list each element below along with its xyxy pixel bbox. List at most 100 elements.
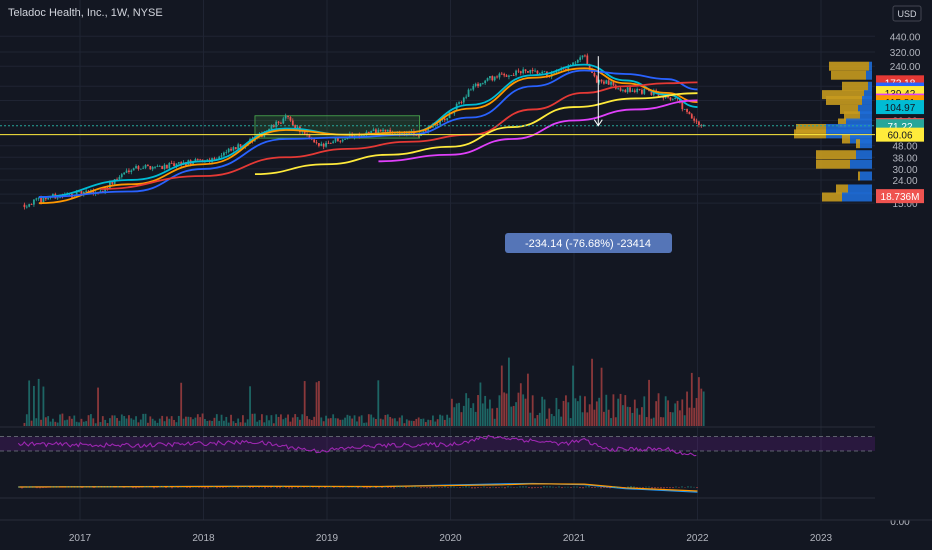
volume-bar: [567, 402, 570, 426]
macd-histogram-bar: [264, 487, 266, 489]
macd-histogram-bar: [48, 487, 50, 488]
volume-bar: [144, 413, 147, 426]
volume-profile-up: [850, 134, 872, 144]
volume-bar: [652, 417, 655, 426]
macd-histogram-bar: [261, 486, 263, 488]
macd-histogram-bar: [231, 486, 233, 488]
volume-bar: [101, 416, 104, 426]
macd-histogram-bar: [543, 486, 545, 488]
volume-bar: [700, 388, 703, 426]
macd-histogram-bar: [237, 487, 239, 489]
macd-histogram-bar: [258, 487, 260, 488]
candle-body: [44, 197, 47, 200]
macd-histogram-bar: [465, 486, 467, 488]
candle-body: [132, 168, 135, 171]
macd-histogram-bar: [21, 487, 23, 489]
volume-bar: [474, 411, 477, 426]
volume-bar: [299, 419, 301, 426]
volume-bar: [291, 417, 294, 426]
candle-body: [367, 131, 370, 134]
time-tick-label: 2022: [686, 533, 709, 544]
macd-histogram-bar: [111, 486, 113, 488]
currency-badge-box[interactable]: [892, 5, 922, 22]
volume-bar: [591, 358, 593, 426]
candle-body: [177, 162, 180, 164]
macd-histogram-bar: [84, 486, 86, 488]
volume-bar: [679, 410, 681, 426]
volume-bar: [56, 422, 59, 426]
candle-body: [586, 55, 589, 65]
macd-histogram-bar: [162, 486, 164, 488]
volume-bar: [237, 418, 240, 426]
volume-bar: [28, 380, 31, 426]
candle-body: [301, 131, 304, 133]
volume-bar: [82, 421, 85, 426]
volume-bar: [657, 393, 660, 426]
volume-bar: [408, 420, 411, 426]
volume-bar: [595, 401, 598, 426]
volume-bar: [365, 422, 368, 426]
candle-body: [595, 76, 598, 83]
volume-bar: [531, 395, 534, 426]
macd-histogram-bar: [486, 487, 488, 488]
candle-body: [619, 88, 622, 91]
macd-histogram-bar: [210, 486, 212, 488]
candle-body: [465, 96, 468, 98]
volume-bar: [600, 367, 603, 426]
volume-bar: [586, 412, 589, 426]
candle-body: [671, 99, 674, 100]
volume-bar: [688, 407, 691, 426]
volume-bar: [63, 420, 66, 426]
macd-histogram-bar: [672, 487, 674, 489]
candle-body: [470, 89, 472, 91]
macd-histogram-bar: [639, 486, 641, 488]
macd-histogram-bar: [417, 486, 419, 488]
volume-bar: [524, 398, 527, 426]
volume-bar: [308, 419, 311, 426]
macd-histogram-bar: [306, 486, 308, 488]
macd-histogram-bar: [81, 487, 83, 488]
volume-bar: [439, 414, 441, 426]
candle-body: [565, 69, 567, 70]
candle-body: [125, 170, 128, 173]
macd-histogram-bar: [249, 487, 251, 489]
rsi-line: [17, 434, 697, 457]
volume-bar: [225, 416, 228, 426]
volume-bar: [481, 403, 484, 426]
macd-histogram-bar: [690, 486, 692, 488]
volume-bar: [517, 392, 520, 426]
volume-bar: [90, 414, 92, 426]
candle-body: [524, 69, 527, 72]
volume-bar: [258, 420, 261, 426]
candle-body: [527, 71, 529, 73]
macd-histogram-bar: [309, 486, 311, 488]
volume-bar: [372, 417, 375, 426]
volume-bar: [690, 372, 693, 426]
volume-profile-up: [850, 159, 872, 169]
macd-histogram-bar: [171, 487, 173, 489]
volume-bar: [147, 422, 149, 426]
volume-bar: [420, 418, 422, 426]
volume-bar: [128, 415, 130, 426]
volume-profile-down: [816, 159, 850, 169]
volume-bar: [132, 419, 135, 426]
candle-body: [270, 124, 273, 130]
macd-histogram-bar: [414, 486, 416, 488]
candle-body: [315, 142, 318, 144]
volume-bar: [175, 422, 178, 426]
macd-histogram-bar: [345, 486, 347, 488]
candle-body: [553, 72, 555, 74]
candle-body: [137, 166, 140, 170]
volume-profile-down: [838, 118, 846, 128]
volume-bar: [460, 412, 463, 426]
candle-body: [375, 129, 377, 134]
volume-bar: [453, 407, 456, 426]
macd-histogram-bar: [351, 486, 353, 488]
volume-bar: [394, 418, 396, 426]
macd-histogram-bar: [438, 487, 440, 488]
macd-histogram-bar: [324, 487, 326, 488]
volume-bar: [607, 409, 610, 426]
volume-bar: [215, 414, 218, 426]
time-axis[interactable]: 2017 2018 2019 2020 2021 2022 2023: [0, 519, 932, 544]
